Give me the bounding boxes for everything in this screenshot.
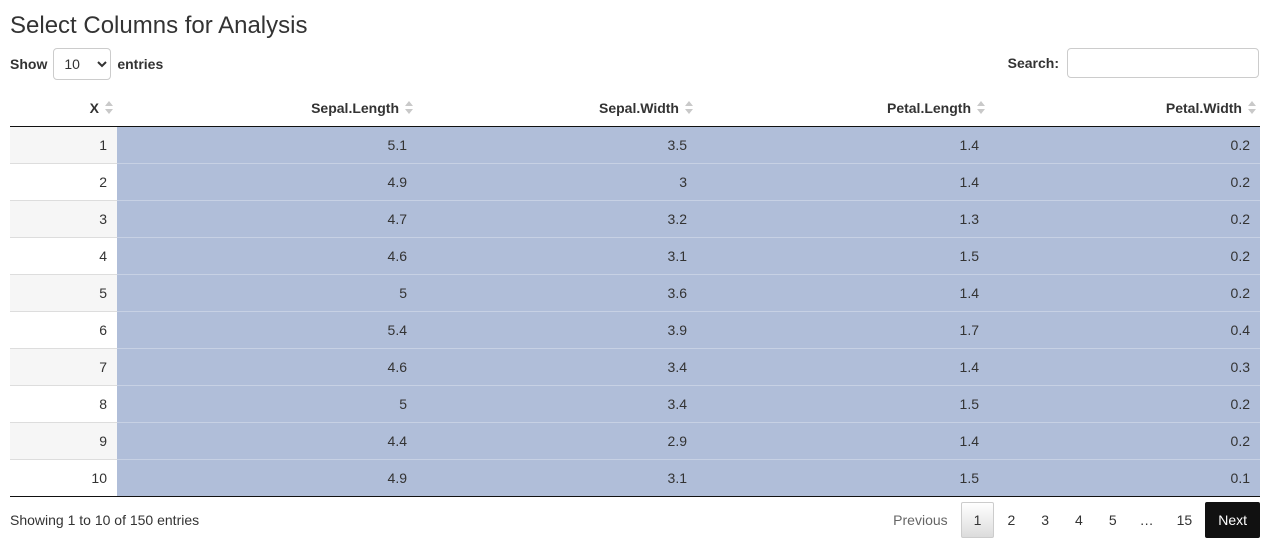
- cell-petal-length[interactable]: 1.4: [697, 422, 989, 460]
- table-row: 3 4.7 3.2 1.3 0.2: [10, 200, 1260, 238]
- cell-petal-length[interactable]: 1.4: [697, 274, 989, 312]
- cell-sepal-width[interactable]: 3.4: [417, 348, 697, 386]
- page-button-3[interactable]: 3: [1041, 512, 1050, 528]
- cell-sepal-length[interactable]: 4.4: [117, 422, 417, 460]
- page-button-4[interactable]: 4: [1075, 512, 1083, 528]
- table-row: 2 4.9 3 1.4 0.2: [10, 163, 1260, 201]
- cell-x[interactable]: 5: [10, 274, 117, 312]
- table-row: 6 5.4 3.9 1.7 0.4: [10, 311, 1260, 349]
- cell-sepal-length[interactable]: 5.4: [117, 311, 417, 349]
- cell-petal-width[interactable]: 0.1: [989, 459, 1260, 497]
- column-header-label: Sepal.Length: [311, 99, 399, 116]
- cell-petal-length[interactable]: 1.5: [697, 237, 989, 275]
- page-title: Select Columns for Analysis: [10, 12, 308, 39]
- column-header-label: Sepal.Width: [599, 99, 679, 116]
- cell-petal-length[interactable]: 1.5: [697, 385, 989, 423]
- table-row: 4 4.6 3.1 1.5 0.2: [10, 237, 1260, 275]
- cell-petal-width[interactable]: 0.2: [989, 237, 1260, 275]
- table-row: 1 5.1 3.5 1.4 0.2: [10, 126, 1260, 164]
- cell-x[interactable]: 7: [10, 348, 117, 386]
- data-table: X Sepal.Length Sepal.Width Petal.Length …: [10, 89, 1260, 497]
- table-info: Showing 1 to 10 of 150 entries: [10, 512, 200, 528]
- cell-sepal-width[interactable]: 3.4: [417, 385, 697, 423]
- entries-label: entries: [117, 56, 164, 72]
- cell-petal-width[interactable]: 0.2: [989, 126, 1260, 164]
- cell-sepal-length[interactable]: 4.6: [117, 237, 417, 275]
- search-box: Search:: [1008, 48, 1259, 78]
- cell-sepal-width[interactable]: 3.1: [417, 237, 697, 275]
- next-page-button[interactable]: Next: [1205, 502, 1260, 538]
- cell-sepal-width[interactable]: 3.9: [417, 311, 697, 349]
- cell-x[interactable]: 3: [10, 200, 117, 238]
- pagination: Previous 1 2 3 4 5 … 15 Next: [880, 502, 1260, 538]
- cell-sepal-width[interactable]: 3.2: [417, 200, 697, 238]
- column-header-x[interactable]: X: [10, 89, 117, 127]
- cell-sepal-length[interactable]: 5.1: [117, 126, 417, 164]
- cell-x[interactable]: 10: [10, 459, 117, 497]
- table-row: 5 5 3.6 1.4 0.2: [10, 274, 1260, 312]
- column-header-label: X: [89, 99, 99, 116]
- cell-sepal-width[interactable]: 2.9: [417, 422, 697, 460]
- cell-petal-length[interactable]: 1.7: [697, 311, 989, 349]
- entries-per-page-select[interactable]: 10: [53, 48, 112, 80]
- cell-sepal-length[interactable]: 5: [117, 274, 417, 312]
- column-header-label: Petal.Length: [886, 99, 971, 116]
- page-button-1[interactable]: 1: [960, 502, 995, 538]
- sort-icon: [977, 101, 985, 115]
- pagination-ellipsis: …: [1139, 512, 1154, 528]
- page-button-2[interactable]: 2: [1007, 512, 1016, 528]
- cell-sepal-width[interactable]: 3.6: [417, 274, 697, 312]
- cell-petal-width[interactable]: 0.3: [989, 348, 1260, 386]
- cell-x[interactable]: 6: [10, 311, 117, 349]
- cell-sepal-length[interactable]: 4.6: [117, 348, 417, 386]
- column-header-petal-width[interactable]: Petal.Width: [989, 89, 1260, 127]
- cell-sepal-width[interactable]: 3: [417, 163, 697, 201]
- previous-page-button[interactable]: Previous: [893, 512, 948, 528]
- sort-icon: [405, 101, 413, 115]
- cell-sepal-length[interactable]: 4.9: [117, 459, 417, 497]
- column-header-petal-length[interactable]: Petal.Length: [697, 89, 989, 127]
- length-menu: Show 10 entries: [10, 48, 163, 80]
- cell-petal-length[interactable]: 1.4: [697, 163, 989, 201]
- table-row: 10 4.9 3.1 1.5 0.1: [10, 459, 1260, 497]
- page-button-15[interactable]: 15: [1176, 512, 1193, 528]
- cell-petal-length[interactable]: 1.4: [697, 126, 989, 164]
- cell-petal-width[interactable]: 0.4: [989, 311, 1260, 349]
- cell-x[interactable]: 4: [10, 237, 117, 275]
- show-label: Show: [10, 56, 48, 72]
- cell-petal-length[interactable]: 1.5: [697, 459, 989, 497]
- cell-x[interactable]: 9: [10, 422, 117, 460]
- cell-petal-width[interactable]: 0.2: [989, 385, 1260, 423]
- sort-icon: [105, 101, 113, 115]
- table-row: 8 5 3.4 1.5 0.2: [10, 385, 1260, 423]
- table-row: 9 4.4 2.9 1.4 0.2: [10, 422, 1260, 460]
- cell-sepal-length[interactable]: 5: [117, 385, 417, 423]
- cell-sepal-length[interactable]: 4.9: [117, 163, 417, 201]
- cell-petal-width[interactable]: 0.2: [989, 274, 1260, 312]
- column-header-sepal-length[interactable]: Sepal.Length: [117, 89, 417, 127]
- column-header-sepal-width[interactable]: Sepal.Width: [417, 89, 697, 127]
- cell-petal-length[interactable]: 1.4: [697, 348, 989, 386]
- cell-x[interactable]: 1: [10, 126, 117, 164]
- search-input[interactable]: [1067, 48, 1259, 78]
- sort-icon: [1248, 101, 1256, 115]
- page-button-5[interactable]: 5: [1108, 512, 1117, 528]
- cell-sepal-width[interactable]: 3.5: [417, 126, 697, 164]
- header-row: X Sepal.Length Sepal.Width Petal.Length …: [10, 89, 1260, 127]
- column-header-label: Petal.Width: [1165, 99, 1242, 116]
- cell-sepal-width[interactable]: 3.1: [417, 459, 697, 497]
- search-label: Search:: [1007, 55, 1059, 71]
- cell-x[interactable]: 2: [10, 163, 117, 201]
- cell-petal-width[interactable]: 0.2: [989, 422, 1260, 460]
- cell-sepal-length[interactable]: 4.7: [117, 200, 417, 238]
- cell-petal-length[interactable]: 1.3: [697, 200, 989, 238]
- cell-x[interactable]: 8: [10, 385, 117, 423]
- cell-petal-width[interactable]: 0.2: [989, 200, 1260, 238]
- table-row: 7 4.6 3.4 1.4 0.3: [10, 348, 1260, 386]
- sort-icon: [685, 101, 693, 115]
- cell-petal-width[interactable]: 0.2: [989, 163, 1260, 201]
